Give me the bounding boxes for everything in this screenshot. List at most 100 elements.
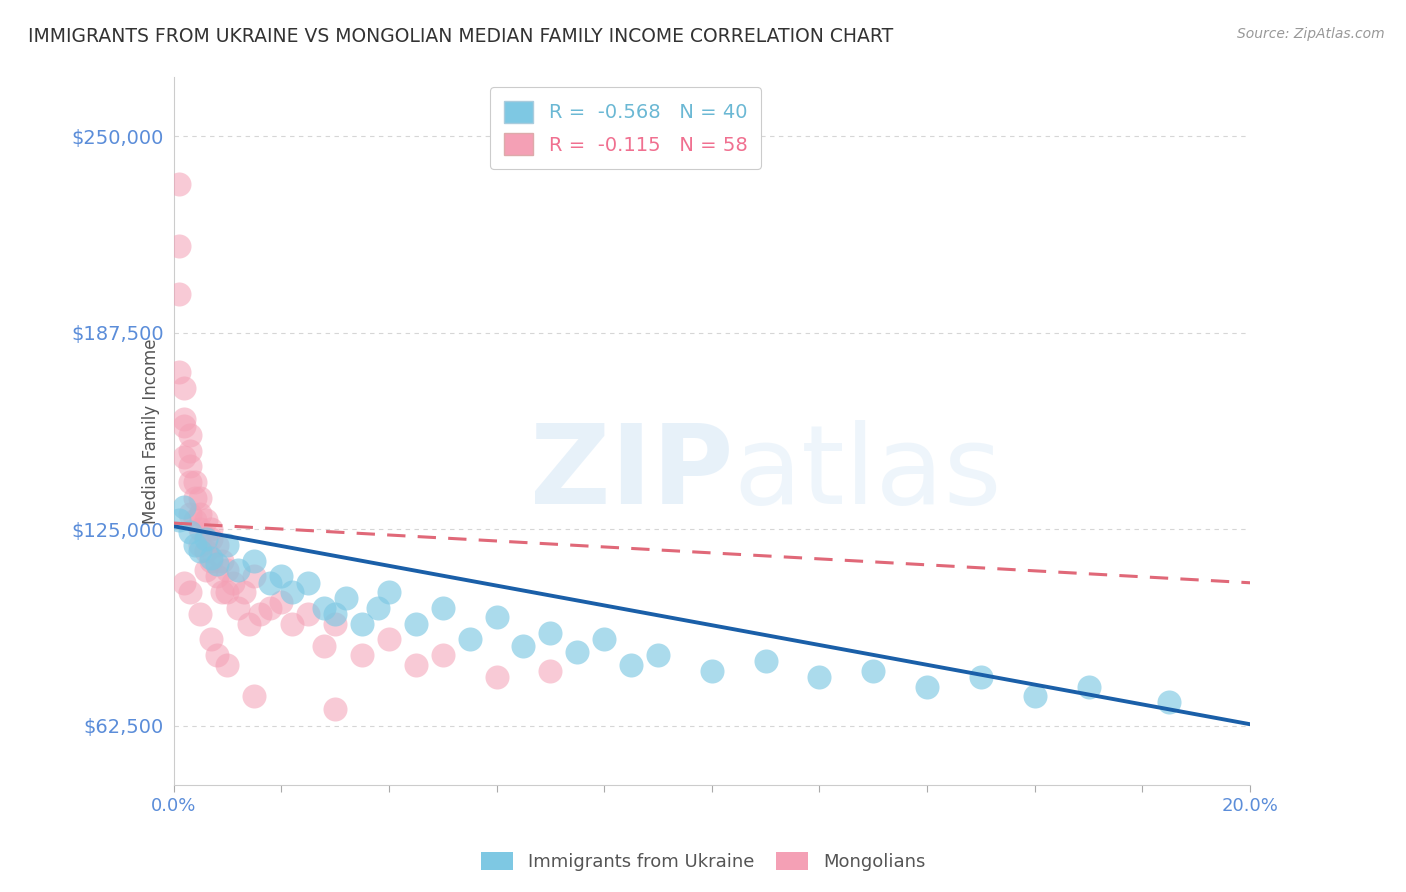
Point: [647, 648, 669, 662]
Point: [184, 538, 207, 552]
Point: [211, 554, 233, 568]
Point: [190, 544, 212, 558]
Text: Source: ZipAtlas.com: Source: ZipAtlas.com: [1237, 27, 1385, 41]
Point: [323, 616, 346, 631]
Text: IMMIGRANTS FROM UKRAINE VS MONGOLIAN MEDIAN FAMILY INCOME CORRELATION CHART: IMMIGRANTS FROM UKRAINE VS MONGOLIAN MED…: [28, 27, 893, 45]
Point: [270, 569, 292, 583]
Point: [243, 569, 266, 583]
Point: [238, 616, 260, 631]
Point: [184, 475, 207, 490]
Point: [194, 532, 217, 546]
Point: [217, 657, 239, 672]
Point: [167, 177, 190, 191]
Point: [205, 569, 228, 583]
Point: [200, 554, 222, 568]
Point: [297, 575, 319, 590]
Point: [281, 585, 304, 599]
Point: [190, 607, 212, 622]
Point: [173, 381, 195, 395]
Point: [167, 286, 190, 301]
Point: [173, 575, 195, 590]
Point: [314, 601, 336, 615]
Point: [179, 459, 201, 474]
Point: [205, 648, 228, 662]
Point: [205, 557, 228, 571]
Point: [184, 513, 207, 527]
Point: [200, 532, 222, 546]
Point: [281, 616, 304, 631]
Point: [232, 585, 254, 599]
Point: [190, 522, 212, 536]
Point: [226, 601, 249, 615]
Point: [405, 657, 427, 672]
Point: [184, 491, 207, 505]
Point: [259, 601, 281, 615]
Point: [593, 632, 616, 647]
Point: [190, 538, 212, 552]
Point: [314, 639, 336, 653]
Point: [179, 507, 201, 521]
Point: [190, 491, 212, 505]
Point: [367, 601, 389, 615]
Point: [458, 632, 481, 647]
Point: [194, 563, 217, 577]
Point: [808, 670, 831, 684]
Point: [378, 585, 401, 599]
Point: [179, 525, 201, 540]
Point: [350, 648, 373, 662]
Point: [194, 513, 217, 527]
Point: [620, 657, 643, 672]
Point: [350, 616, 373, 631]
Point: [538, 626, 561, 640]
Point: [173, 412, 195, 426]
Point: [200, 632, 222, 647]
Point: [167, 513, 190, 527]
Point: [323, 701, 346, 715]
Point: [179, 443, 201, 458]
Point: [485, 670, 508, 684]
Legend: R =  -0.568   N = 40, R =  -0.115   N = 58: R = -0.568 N = 40, R = -0.115 N = 58: [491, 87, 761, 169]
Point: [1159, 695, 1181, 709]
Point: [567, 645, 589, 659]
Point: [179, 475, 201, 490]
Point: [243, 689, 266, 703]
Point: [179, 585, 201, 599]
Point: [432, 648, 454, 662]
Point: [1024, 689, 1046, 703]
Point: [700, 664, 723, 678]
Point: [173, 500, 195, 515]
Point: [222, 575, 245, 590]
Point: [217, 563, 239, 577]
Point: [173, 450, 195, 464]
Point: [200, 550, 222, 565]
Point: [249, 607, 271, 622]
Point: [217, 585, 239, 599]
Point: [217, 538, 239, 552]
Legend: Immigrants from Ukraine, Mongolians: Immigrants from Ukraine, Mongolians: [474, 845, 932, 879]
Point: [378, 632, 401, 647]
Point: [538, 664, 561, 678]
Point: [512, 639, 534, 653]
Text: atlas: atlas: [734, 420, 1002, 527]
Point: [755, 654, 778, 668]
Point: [270, 594, 292, 608]
Point: [335, 591, 357, 606]
Y-axis label: Median Family Income: Median Family Income: [142, 338, 160, 524]
Point: [970, 670, 993, 684]
Point: [297, 607, 319, 622]
Point: [211, 585, 233, 599]
Point: [243, 554, 266, 568]
Point: [226, 563, 249, 577]
Point: [194, 544, 217, 558]
Point: [179, 428, 201, 442]
Point: [205, 538, 228, 552]
Point: [259, 575, 281, 590]
Point: [1077, 680, 1099, 694]
Point: [167, 365, 190, 379]
Point: [200, 522, 222, 536]
Point: [485, 610, 508, 624]
Point: [190, 507, 212, 521]
Point: [173, 418, 195, 433]
Point: [323, 607, 346, 622]
Point: [167, 239, 190, 253]
